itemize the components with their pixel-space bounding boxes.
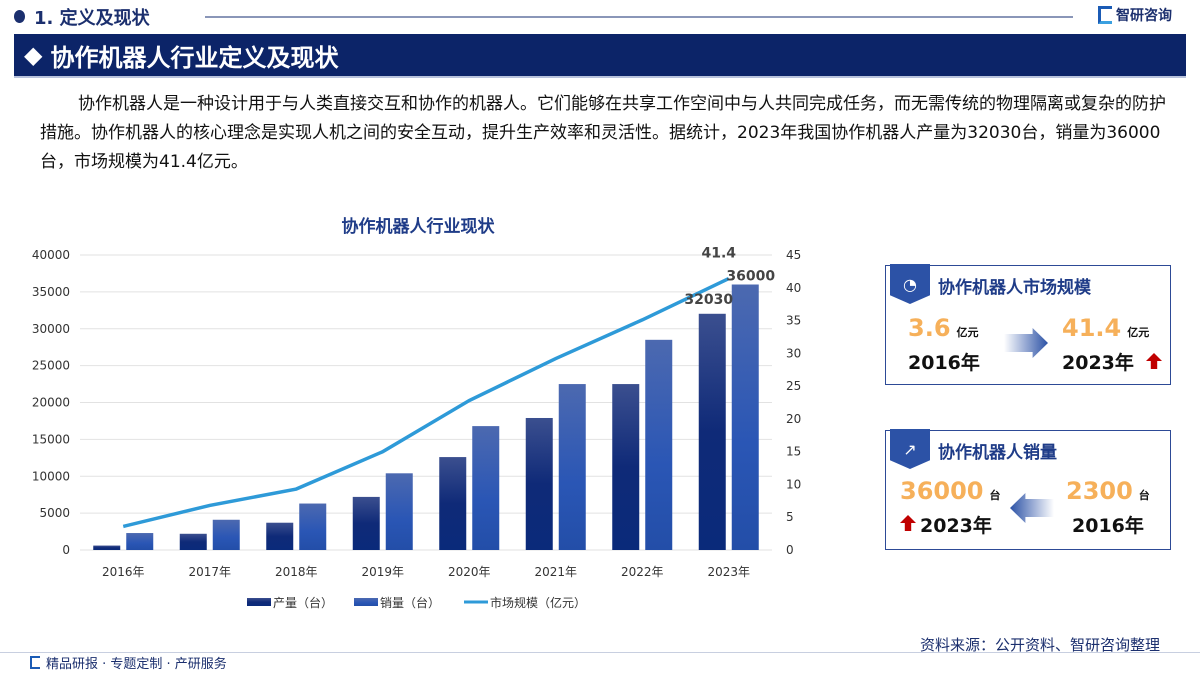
to-value: 41.4 [1062, 314, 1122, 342]
y-left-tick-label: 5000 [39, 506, 70, 520]
from-value-row: 3.6 亿元 [908, 314, 979, 342]
sales-bar [558, 384, 586, 550]
up-arrow-icon [1146, 353, 1162, 369]
production-bar [525, 417, 553, 550]
x-tick-label: 2018年 [275, 565, 318, 579]
arrow-left-icon [1010, 493, 1054, 523]
data-label-sales: 36000 [726, 269, 775, 285]
from-value-row: 2300 台 [1066, 477, 1150, 505]
y-right-tick-label: 10 [786, 477, 801, 491]
to-unit: 亿元 [1127, 326, 1150, 339]
page-title: 协作机器人行业定义及现状 [50, 43, 339, 72]
y-right-tick-label: 15 [786, 445, 801, 459]
y-left-tick-label: 30000 [32, 322, 70, 336]
up-arrow-icon [900, 515, 916, 531]
logo: 智研咨询 [1098, 5, 1172, 25]
x-tick-label: 2017年 [188, 565, 231, 579]
sales-bar [472, 426, 500, 550]
footer-text: 精品研报 · 专题定制 · 产研服务 [46, 657, 227, 672]
data-label-production: 32030 [684, 292, 733, 308]
diamond-icon: ◆ [24, 41, 43, 69]
sales-card: ↗ 协作机器人销量 36000 台 2023年 2300 台 2016年 [885, 429, 1171, 550]
card-title: 协作机器人销量 [938, 443, 1057, 463]
y-right-tick-label: 25 [786, 379, 801, 393]
arrow-right-icon [1004, 328, 1048, 358]
y-left-tick-label: 40000 [32, 248, 70, 262]
y-right-tick-label: 0 [786, 543, 794, 557]
y-left-tick-label: 15000 [32, 432, 70, 446]
card-title: 协作机器人市场规模 [938, 278, 1091, 298]
from-unit: 亿元 [956, 326, 979, 339]
from-unit: 台 [1138, 489, 1150, 502]
from-year: 2016年 [1072, 515, 1144, 537]
chart-title: 协作机器人行业现状 [341, 217, 495, 237]
market-size-line [122, 277, 730, 529]
logo-text: 智研咨询 [1116, 8, 1172, 24]
to-unit: 台 [989, 489, 1001, 502]
sales-bar [385, 473, 413, 550]
section-title: 1. 定义及现状 [34, 8, 150, 29]
footer-logo-icon [30, 656, 40, 669]
footer-divider [0, 652, 1200, 653]
x-tick-label: 2021年 [534, 565, 577, 579]
production-bar [179, 533, 207, 550]
to-value-row: 41.4 亿元 [1062, 314, 1149, 342]
section-bullet-icon [14, 10, 25, 23]
from-year: 2016年 [908, 352, 980, 374]
logo-icon [1098, 6, 1112, 24]
production-bar [698, 313, 726, 550]
header-divider [205, 16, 1073, 18]
legend-label: 销量（台） [380, 595, 440, 610]
y-left-tick-label: 20000 [32, 396, 70, 410]
title-banner: ◆ 协作机器人行业定义及现状 [14, 34, 1186, 78]
production-bar [352, 496, 380, 550]
legend-swatch [354, 598, 378, 606]
legend-label: 市场规模（亿元） [490, 595, 586, 610]
x-tick-label: 2016年 [102, 565, 145, 579]
source-note: 资料来源：公开资料、智研咨询整理 [919, 636, 1160, 654]
market-size-card: ◔ 协作机器人市场规模 3.6 亿元 2016年 41.4 亿元 2023年 [885, 264, 1171, 385]
bar-growth-icon: ↗ [890, 429, 930, 469]
y-left-tick-label: 0 [62, 543, 70, 557]
to-value-row: 36000 台 [900, 477, 1001, 505]
from-value: 2300 [1066, 477, 1133, 505]
bar-line-chart: 0 5000 10000 15000 20000 25000 30000 35000 40000… [32, 246, 801, 610]
from-value: 3.6 [908, 314, 951, 342]
y-left-tick-label: 25000 [32, 359, 70, 373]
production-bar [93, 545, 121, 550]
legend-swatch [247, 598, 271, 606]
x-tick-label: 2019年 [361, 565, 404, 579]
x-tick-label: 2023年 [707, 565, 750, 579]
y-right-tick-label: 35 [786, 314, 801, 328]
sales-bar [126, 533, 154, 550]
production-bar [439, 457, 467, 550]
y-right-tick-label: 5 [786, 510, 794, 524]
y-right-tick-label: 20 [786, 412, 801, 426]
y-right-tick-label: 40 [786, 281, 801, 295]
y-right-tick-label: 30 [786, 346, 801, 360]
pie-chart-icon: ◔ [890, 264, 930, 304]
sales-bar [645, 339, 673, 550]
sales-bar [299, 503, 327, 550]
x-tick-label: 2022年 [621, 565, 664, 579]
y-right-tick-label: 45 [786, 248, 801, 262]
production-bar [612, 384, 640, 550]
legend-label: 产量（台） [273, 595, 333, 610]
to-year: 2023年 [920, 515, 992, 537]
to-year: 2023年 [1062, 352, 1134, 374]
data-label-market: 41.4 [701, 246, 736, 262]
production-bar [266, 522, 294, 550]
y-left-tick-label: 10000 [32, 469, 70, 483]
y-left-tick-label: 35000 [32, 285, 70, 299]
footer: 精品研报 · 专题定制 · 产研服务 [30, 653, 227, 672]
sales-bar [731, 284, 759, 550]
sales-bar [212, 519, 240, 550]
intro-paragraph: 协作机器人是一种设计用于与人类直接交互和协作的机器人。它们能够在共享工作空间中与… [40, 94, 1166, 172]
x-tick-label: 2020年 [448, 565, 491, 579]
to-value: 36000 [900, 477, 984, 505]
